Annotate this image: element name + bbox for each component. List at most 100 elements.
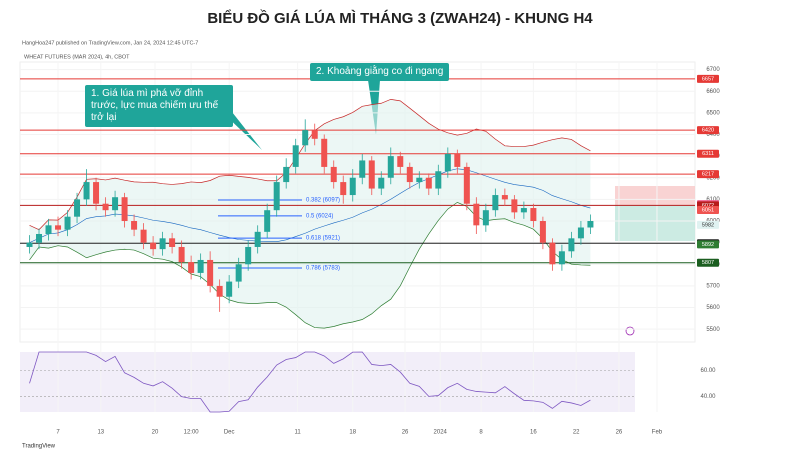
- y-tick-label: 6200: [706, 175, 720, 181]
- candle-body: [197, 259, 204, 273]
- y-tick-label: 6400: [706, 132, 720, 138]
- candle-body: [283, 166, 290, 183]
- candle-body: [530, 208, 537, 222]
- y-tick-label: 6600: [706, 89, 720, 95]
- bollinger-lower: [29, 202, 591, 329]
- candle-body: [387, 156, 394, 178]
- annotation: 1. Giá lúa mì phá vỡ đỉnh trước, lực mua…: [85, 85, 233, 127]
- candle-body: [340, 182, 347, 196]
- candle-body: [235, 264, 242, 282]
- title: BIỂU ĐỒ GIÁ LÚA MÌ THÁNG 3 (ZWAH24) - KH…: [207, 9, 593, 27]
- x-tick-label: 20: [152, 430, 159, 436]
- candle-body: [93, 182, 100, 204]
- price-tag-label: 6051: [702, 207, 714, 213]
- candle-body: [501, 195, 508, 200]
- x-tick-label: Dec: [224, 430, 235, 436]
- candle-body: [482, 210, 489, 226]
- candle-body: [539, 221, 546, 243]
- fib-label: 0.618 (5921): [306, 236, 340, 242]
- candle-body: [150, 242, 157, 250]
- price-tag-label: 5807: [702, 260, 714, 266]
- candle-body: [226, 281, 233, 297]
- candle-body: [397, 156, 404, 167]
- x-tick-label: 2024: [434, 430, 448, 436]
- candle-body: [83, 182, 90, 200]
- x-tick-label: 16: [530, 430, 537, 436]
- candle-body: [435, 171, 442, 189]
- candle-body: [131, 221, 138, 230]
- candle-body: [416, 177, 423, 183]
- fib-label: 0.786 (5783): [306, 266, 340, 272]
- y-tick-label: 6100: [706, 197, 720, 203]
- candle-body: [102, 203, 109, 211]
- candle-body: [302, 130, 309, 146]
- x-tick-label: 26: [616, 430, 623, 436]
- stop-zone: [615, 186, 695, 205]
- price-tag: [697, 220, 719, 229]
- candle-body: [321, 138, 328, 167]
- price-tag: [697, 74, 719, 83]
- candle-body: [216, 285, 223, 297]
- rsi-tick-label: 40.00: [700, 394, 716, 400]
- candle-body: [273, 182, 280, 211]
- fib-label: 0.5 (6024): [306, 213, 333, 219]
- x-tick-label: 7: [56, 430, 60, 436]
- candle-body: [473, 203, 480, 226]
- candle-body: [587, 221, 594, 228]
- candle-body: [121, 197, 128, 222]
- candle-body: [463, 166, 470, 204]
- candle-body: [45, 225, 52, 234]
- bollinger-upper: [29, 98, 591, 231]
- x-tick-label: Feb: [652, 430, 663, 436]
- candle-body: [311, 130, 318, 139]
- x-tick-label: 13: [97, 430, 104, 436]
- x-tick-label: 22: [573, 430, 580, 436]
- candle-body: [36, 233, 43, 243]
- x-tick-label: 26: [402, 430, 409, 436]
- candle-body: [349, 177, 356, 196]
- candle-body: [169, 238, 176, 247]
- candle-body: [292, 145, 299, 167]
- candle-body: [254, 231, 261, 247]
- candle-body: [577, 227, 584, 239]
- price-tag-label: 6217: [702, 172, 714, 178]
- x-tick-label: 11: [294, 430, 301, 436]
- x-tick-label: 12:00: [184, 430, 200, 436]
- candle-body: [558, 251, 565, 265]
- candle-body: [245, 246, 252, 265]
- fib-label: 0.382 (6097): [306, 198, 340, 204]
- candle-body: [55, 225, 62, 230]
- x-tick-label: 8: [479, 430, 483, 436]
- candle-body: [140, 229, 147, 243]
- candle-body: [64, 216, 71, 230]
- price-tag-label: 6420: [702, 128, 714, 134]
- candle-body: [74, 199, 81, 217]
- annotation: 2. Khoảng giằng co đi ngang: [310, 63, 450, 81]
- price-tag-label: 5892: [702, 242, 714, 248]
- candle-body: [520, 208, 527, 213]
- candle-body: [425, 177, 432, 189]
- candle-body: [159, 238, 166, 250]
- target-zone: [615, 205, 695, 241]
- candle-body: [26, 242, 33, 247]
- y-tick-label: 5600: [706, 305, 720, 311]
- candle-body: [454, 153, 461, 167]
- rsi-band: [20, 352, 635, 412]
- candle-body: [406, 166, 413, 183]
- publisher: HangHoa247 published on TradingView.com,…: [22, 40, 198, 46]
- price-tag-label: 6311: [702, 151, 714, 157]
- event-icon: [625, 326, 635, 336]
- candle-body: [264, 210, 271, 232]
- candle-body: [368, 160, 375, 189]
- price-tag-label: 6072: [702, 203, 714, 209]
- symbol: WHEAT FUTURES (MAR 2024), 4h, CBOT: [24, 54, 130, 60]
- candle-body: [549, 242, 556, 265]
- price-tag: [697, 240, 719, 249]
- candle-body: [207, 259, 214, 286]
- y-tick-label: 5700: [706, 283, 720, 289]
- price-tag: [697, 126, 719, 135]
- price-tag: [697, 149, 719, 158]
- price-tag-label: 5982: [702, 222, 714, 228]
